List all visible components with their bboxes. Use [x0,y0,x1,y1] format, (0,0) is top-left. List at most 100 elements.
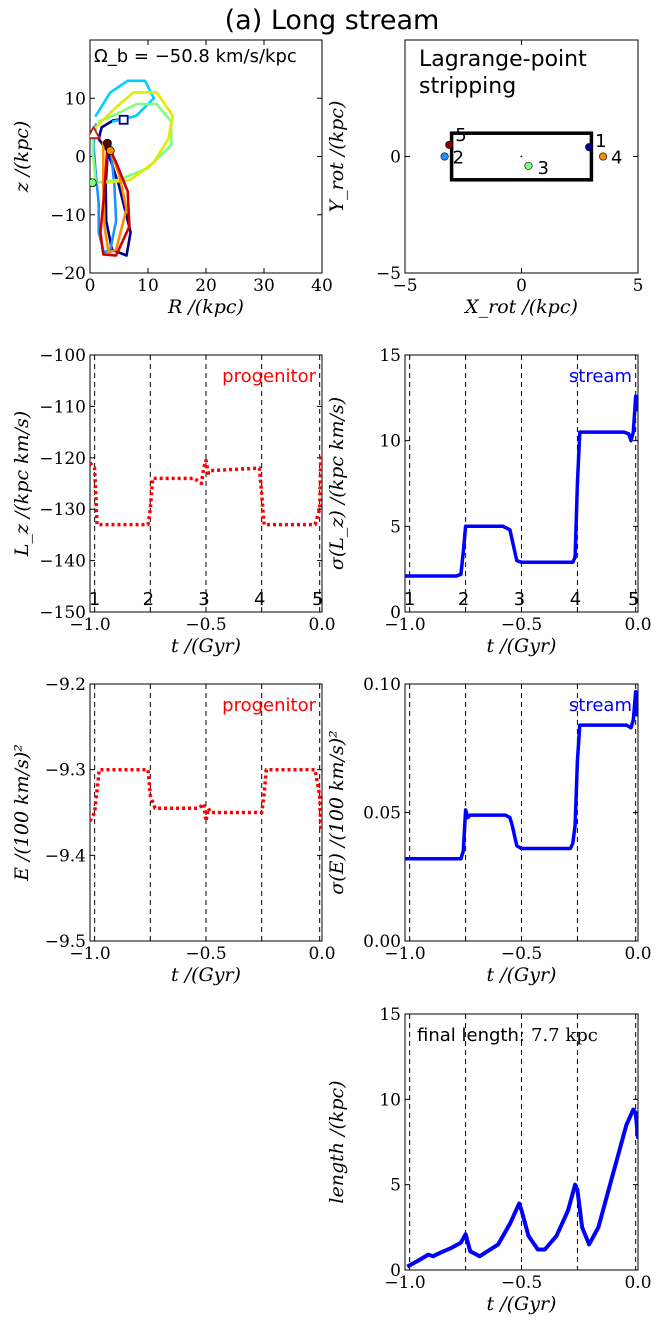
figure-title: (a) Long stream [225,5,440,36]
lagrange-center-dot [520,155,523,158]
x-tick-label: 0 [85,276,96,296]
y-tick-label: 5 [390,1176,401,1196]
lz_prog-series-label: progenitor [222,366,316,387]
orbit-circle-marker [105,146,115,156]
y-tick-label: −9.3 [45,761,86,781]
y-tick-label: −110 [39,397,86,417]
y-tick-label: 0 [75,148,86,168]
x-tick-label: 30 [253,276,275,296]
x-tick-label: −1.0 [69,944,110,964]
x-tick-label: 40 [311,276,333,296]
x-tick-label: −0.5 [501,1273,542,1293]
orbit-annotation: Ω_b = −50.8 km/s/kpc [94,46,297,67]
orbit-traces [90,79,175,257]
orbit-panel: 0 10 20 30 40 −20 −10 0 10 R /(kpc) z /(kpc) Ω_b = … [11,39,333,318]
y-tick-label: 10 [64,89,86,109]
x-tick-label: 10 [137,276,159,296]
y-axis-label: z /(kpc) [11,121,33,194]
y-tick-label: 0.00 [363,932,401,952]
y-tick-label: −9.4 [45,846,86,866]
orbit-circle-marker [90,178,97,188]
lagrange-point-marker [440,152,449,161]
lz_prog-plot-area [90,455,322,527]
lagrange-panel: −5 0 5−50X_rot /(kpc)Y_rot /(kpc) 12 3 45Lagr… [326,39,644,318]
y-tick-label: −100 [39,346,86,366]
lagrange-box [449,131,594,182]
y-tick-label: −120 [39,449,86,469]
time-marker-label: 3 [514,589,525,610]
orbit-trace-segment [94,79,156,123]
length-series-line [406,1107,638,1269]
y-tick-label: 15 [379,1005,401,1025]
y-tick-label: −20 [50,264,86,284]
time-marker-label: 3 [198,589,209,610]
x-axis-label: t /(Gyr) [487,1293,557,1315]
lagrange-point-marker [445,140,454,149]
y-axis-label: σ(L_z) /(kpc km/s) [326,397,348,570]
y-tick-label: 0.10 [363,675,401,695]
x-tick-label: 0.0 [624,1273,651,1293]
x-tick-label: −1.0 [69,615,110,635]
lagrange-point-marker [585,143,594,152]
y-tick-label: 5 [390,517,401,537]
orbit-triangle-marker [90,125,101,140]
time-marker-label: 1 [89,589,100,610]
e_stream-panel: −1.0 −0.5 0.0 0.00 0.05 0.10 t /(Gyr) σ(E) /(10… [326,675,652,986]
y-axis-label: length /(kpc) [326,1080,348,1203]
lagrange-annotation-line: stripping [419,74,516,99]
x-tick-label: −0.5 [501,615,542,635]
length-final-value: 7.7 kpc [531,1025,598,1046]
lagrange-point-label: 4 [611,148,622,169]
x-axis-label: t /(Gyr) [171,635,241,657]
length-plot-area [406,1107,638,1269]
lagrange-point-marker [524,161,533,170]
y-tick-label: 0 [390,148,401,168]
orbit-square-marker [118,114,129,125]
e_stream-series-line [405,689,638,861]
length-panel: −1.0 −0.5 0.0 0 5 10 15 t /(Gyr) length /(kpc) fi… [326,1005,652,1315]
y-tick-label: 0 [390,1261,401,1281]
x-axis-label: t /(Gyr) [487,635,557,657]
y-tick-label: −130 [39,500,86,520]
y-axis-label: Y_rot /(kpc) [326,101,348,213]
lagrange-point-marker [599,152,608,161]
orbit-trace-segment [91,102,173,184]
time-marker-label: 5 [312,589,323,610]
x-tick-label: 0.0 [308,615,335,635]
x-tick-label: −0.5 [185,944,226,964]
y-tick-label: 0.05 [363,804,401,824]
x-tick-label: −1.0 [384,1273,425,1293]
lz_prog-panel: −1.0 −0.5 0.0 −150 −140 −130 −120 −110 −100 t /(G… [11,346,336,657]
time-marker-label: 4 [570,589,581,610]
y-tick-label: −150 [39,603,86,623]
length-final-label: final length: [417,1025,525,1046]
x-tick-label: −1.0 [384,944,425,964]
y-tick-label: 10 [379,432,401,452]
e_prog-series-line [90,767,322,830]
lagrange-point-label: 2 [453,148,464,169]
orbit-circle-marker [103,138,112,148]
lz_prog-series-line [90,455,322,527]
x-tick-label: −5 [392,276,417,296]
lz_stream-plot-area [405,394,638,578]
x-axis-label: t /(Gyr) [171,964,241,986]
x-tick-label: 5 [633,276,644,296]
x-tick-label: 0.0 [308,944,335,964]
x-tick-label: −0.5 [501,944,542,964]
orbit-trace-segment [99,145,131,257]
y-tick-label: −10 [50,206,86,226]
y-tick-label: −9.2 [45,675,86,695]
e_prog-series-label: progenitor [222,695,316,716]
y-axis-label: E /(100 km/s)² [11,744,33,882]
e_prog-plot-area [90,767,322,830]
y-axis-label: L_z /(kpc km/s) [11,411,33,557]
lagrange-annotation-line: Lagrange-point [419,47,587,72]
y-axis-label: σ(E) /(100 km/s)² [326,730,348,895]
y-tick-label: −9.5 [45,932,86,952]
x-tick-label: 0 [516,276,527,296]
e_prog-panel: −1.0 −0.5 0.0 −9.5 −9.4 −9.3 −9.2 t /(Gyr) E /(1… [11,675,336,986]
x-tick-label: −0.5 [185,615,226,635]
time-marker-label: 4 [254,589,265,610]
